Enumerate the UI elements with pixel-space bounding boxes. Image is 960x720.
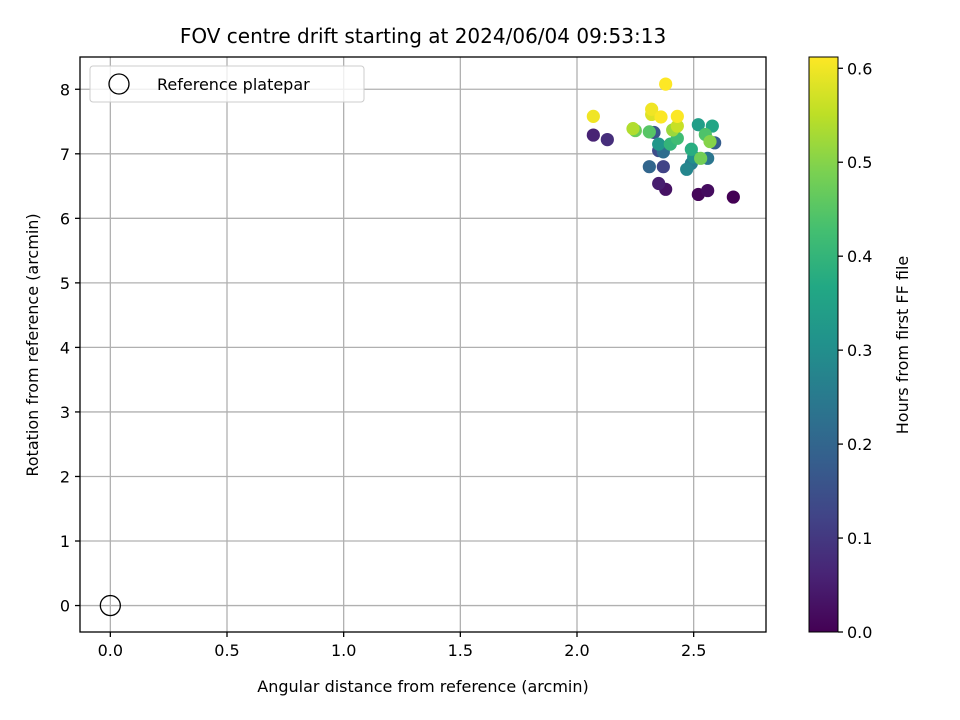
data-point	[703, 134, 717, 149]
colorbar-gradient	[808, 56, 839, 633]
colorbar: 0.0 0.1 0.2 0.3 0.4 0.5 0.6 Hours from first F…	[808, 56, 912, 642]
data-point	[645, 102, 659, 116]
x-tick-label: 0.0	[98, 641, 123, 660]
data-point	[680, 162, 694, 176]
data-point	[654, 110, 668, 124]
data-point	[652, 176, 666, 191]
legend-label-reference: Reference platepar	[157, 75, 310, 94]
colorbar-tick-label: 0.1	[847, 529, 872, 548]
x-tick-label: 2.5	[681, 641, 706, 660]
x-tick-label: 0.5	[214, 641, 239, 660]
data-point	[600, 133, 614, 147]
colorbar-tick-label: 0.4	[847, 247, 872, 266]
y-axis-label: Rotation from reference (arcmin)	[23, 213, 42, 476]
plot-frame	[79, 56, 767, 633]
y-axis-ticks: 0 1 2 3 4 5 6 7 8	[60, 80, 80, 616]
legend: Reference platepar	[89, 65, 365, 103]
reference-point	[99, 594, 121, 617]
data-point	[694, 151, 708, 165]
y-tick-label: 0	[60, 597, 70, 616]
x-axis-ticks: 0.0 0.5 1.0 1.5 2.0 2.5	[98, 632, 706, 660]
data-point	[656, 160, 670, 174]
data-point	[684, 142, 698, 156]
data-point	[586, 109, 600, 123]
y-tick-label: 1	[60, 532, 70, 551]
data-point	[726, 190, 740, 204]
y-tick-label: 7	[60, 145, 70, 164]
data-point	[642, 125, 656, 139]
x-tick-label: 2.0	[564, 641, 589, 660]
data-points	[586, 77, 740, 204]
y-tick-label: 2	[60, 467, 70, 486]
y-tick-label: 5	[60, 274, 70, 293]
x-tick-label: 1.0	[331, 641, 356, 660]
data-point	[626, 122, 640, 136]
reference-layer	[99, 594, 121, 617]
chart-title: FOV centre drift starting at 2024/06/04 …	[180, 24, 666, 48]
colorbar-tick-label: 0.0	[847, 623, 872, 642]
colorbar-tick-label: 0.5	[847, 153, 872, 172]
colorbar-label: Hours from first FF file	[893, 256, 912, 435]
colorbar-tick-label: 0.6	[847, 59, 872, 78]
x-tick-label: 1.5	[448, 641, 473, 660]
y-tick-label: 6	[60, 209, 70, 228]
data-point	[652, 137, 666, 151]
y-tick-label: 8	[60, 80, 70, 99]
data-point	[586, 128, 600, 142]
y-tick-label: 4	[60, 338, 70, 357]
colorbar-tick-label: 0.3	[847, 341, 872, 360]
legend-box	[89, 65, 365, 103]
y-tick-label: 3	[60, 403, 70, 422]
data-point	[701, 183, 715, 198]
data-point	[691, 118, 705, 132]
data-point	[659, 77, 673, 91]
x-axis-label: Angular distance from reference (arcmin)	[257, 677, 588, 696]
colorbar-tick-label: 0.2	[847, 435, 872, 454]
data-point	[670, 109, 684, 123]
data-point	[670, 119, 684, 133]
data-point	[642, 160, 656, 174]
colorbar-ticks: 0.0 0.1 0.2 0.3 0.4 0.5 0.6	[838, 59, 872, 642]
legend-marker-reference	[108, 73, 130, 95]
